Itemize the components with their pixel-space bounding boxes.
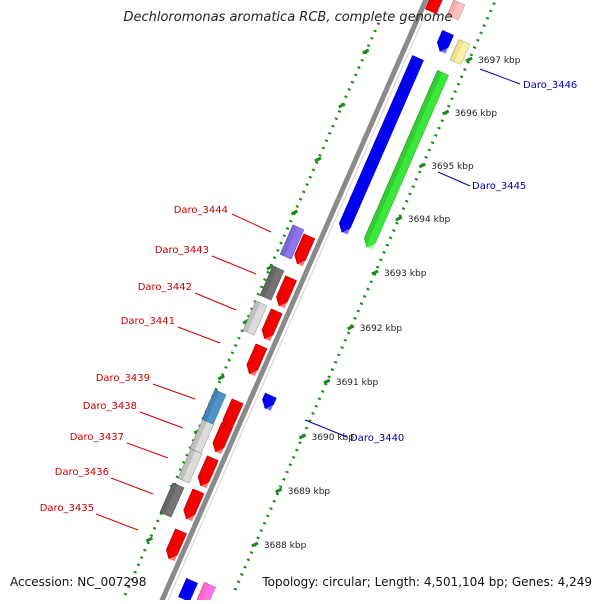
cds-reverse-top-shade bbox=[429, 0, 443, 14]
feature-feature_purple-shade bbox=[284, 226, 304, 260]
feature-feature_darkgray-shade bbox=[164, 484, 184, 518]
accession-label: Accession: NC_007298 bbox=[10, 575, 147, 589]
gene-leader-line bbox=[126, 442, 169, 459]
tick-mark bbox=[275, 487, 283, 494]
tick-mark bbox=[465, 56, 473, 63]
gene-label-daro_3438: Daro_3438 bbox=[83, 401, 137, 412]
backbone-line bbox=[157, 0, 429, 604]
tick-mark bbox=[298, 433, 307, 440]
tick-label: 3688 kbp bbox=[264, 541, 307, 551]
inner-tick-mark bbox=[266, 264, 274, 271]
gene-label-daro_3441: Daro_3441 bbox=[121, 316, 175, 327]
backbone-highlight bbox=[165, 0, 433, 604]
cds-forward-bottom-shade bbox=[182, 580, 198, 602]
cds-forward-small-shade bbox=[438, 32, 454, 54]
gene-label-daro_3440: Daro_3440 bbox=[350, 433, 404, 444]
cds-forward-3440-shade bbox=[264, 395, 277, 411]
inner-tick-mark bbox=[362, 48, 370, 55]
cds-reverse-shade bbox=[185, 490, 204, 522]
cds-reverse-shade bbox=[296, 235, 315, 267]
cds-reverse-shade bbox=[167, 530, 187, 562]
feature-green-large-shade bbox=[365, 72, 449, 250]
tick-mark bbox=[323, 378, 331, 385]
feature-feature_lightgray-shade bbox=[182, 450, 202, 484]
tick-mark bbox=[347, 324, 355, 331]
gene-leader-line bbox=[152, 383, 196, 400]
gene-label-daro_3442: Daro_3442 bbox=[138, 282, 192, 293]
gene-leader-line bbox=[177, 326, 221, 344]
cds-reverse-shade bbox=[224, 400, 244, 432]
cds-reverse-shade bbox=[248, 345, 267, 377]
tick-mark bbox=[371, 269, 379, 276]
gene-leader-line bbox=[304, 419, 348, 438]
cds-reverse-shade bbox=[199, 457, 219, 489]
gene-leader-line bbox=[194, 292, 237, 311]
gene-leader-line bbox=[437, 171, 471, 187]
feature-pink-bottom-shade bbox=[200, 584, 216, 604]
tick-label: 3693 kbp bbox=[384, 269, 427, 279]
gene-label-daro_3445: Daro_3445 bbox=[472, 181, 526, 192]
tick-label: 3690 kbp bbox=[312, 433, 355, 443]
gene-leader-line bbox=[479, 68, 521, 85]
tick-label: 3694 kbp bbox=[408, 215, 451, 225]
topology-label: Topology: circular; Length: 4,501,104 bp… bbox=[262, 575, 592, 589]
feature-feature_lightgray-shade bbox=[194, 420, 214, 454]
gene-label-daro_3436: Daro_3436 bbox=[55, 467, 109, 478]
gene-label-daro_3443: Daro_3443 bbox=[155, 245, 209, 256]
tick-label: 3696 kbp bbox=[455, 109, 498, 119]
cds-reverse-shade bbox=[277, 277, 297, 309]
gene-leader-line bbox=[139, 411, 184, 429]
tick-mark bbox=[395, 215, 403, 222]
feature-feature_steelblue-shade bbox=[206, 391, 226, 425]
feature-yellow-shade bbox=[454, 41, 470, 65]
gene-leader-line bbox=[211, 255, 257, 275]
cds-reverse-shade bbox=[214, 423, 234, 455]
gene-label-daro_3439: Daro_3439 bbox=[96, 373, 150, 384]
tick-label: 3689 kbp bbox=[288, 487, 331, 497]
inner-tick-mark bbox=[145, 536, 154, 543]
cds-forward-large-shade bbox=[340, 57, 424, 235]
gene-label-daro_3446: Daro_3446 bbox=[523, 80, 577, 91]
tick-label: 3697 kbp bbox=[478, 56, 521, 66]
feature-feature_darkgray-shade bbox=[264, 267, 284, 301]
gene-leader-line bbox=[110, 477, 154, 495]
inner-tick-mark bbox=[217, 374, 225, 381]
feature-feature_lightgray-shade bbox=[247, 302, 267, 336]
gene-label-daro_3435: Daro_3435 bbox=[40, 503, 94, 514]
gene-leader-line bbox=[95, 513, 139, 531]
tick-mark bbox=[442, 109, 450, 116]
cds-reverse-shade bbox=[263, 310, 283, 342]
feature-pink-top-shade bbox=[451, 2, 465, 20]
tick-label: 3695 kbp bbox=[431, 162, 474, 172]
tick-mark bbox=[251, 541, 259, 548]
tick-mark bbox=[418, 162, 426, 169]
map-title: Dechloromonas aromatica RCB, complete ge… bbox=[123, 10, 453, 25]
tick-label: 3692 kbp bbox=[360, 324, 403, 334]
gene-leader-line bbox=[231, 213, 272, 233]
tick-label: 3691 kbp bbox=[336, 378, 379, 388]
gene-label-daro_3437: Daro_3437 bbox=[70, 432, 124, 443]
inner-tick-mark bbox=[314, 156, 322, 163]
inner-tick-mark bbox=[290, 209, 299, 216]
gene-label-daro_3444: Daro_3444 bbox=[174, 205, 228, 216]
outer-tick-line bbox=[233, 0, 498, 591]
inner-tick-mark bbox=[338, 102, 346, 109]
